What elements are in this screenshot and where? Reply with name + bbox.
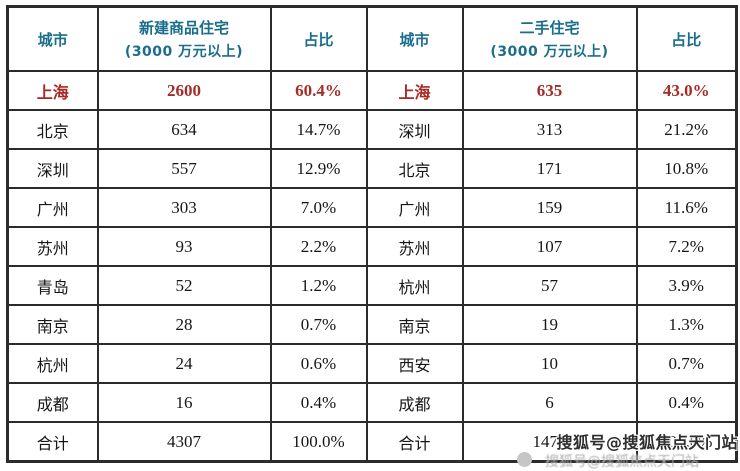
city-cell: 合计 (6, 421, 99, 463)
city-cell: 广州 (6, 187, 99, 228)
value-cell: 2600 (96, 70, 272, 111)
city-cell: 杭州 (365, 265, 464, 306)
value-cell: 93 (96, 226, 272, 267)
value-cell: 52 (96, 265, 272, 306)
city-cell: 青岛 (6, 265, 99, 306)
metric-header-right: 二手住宅 (3000 万元以上) (461, 5, 638, 72)
value-cell: 303 (96, 187, 272, 228)
value-cell: 57 (461, 265, 638, 306)
share-cell: 100.0% (635, 421, 738, 463)
header-row: 城市 新建商品住宅 (3000 万元以上) 占比 城市 二手住宅 (3000 万… (6, 5, 738, 72)
metric-header-right-line1: 二手住宅 (519, 19, 580, 37)
sohu-watermark: 搜狐号@搜狐焦点天门站 (556, 433, 738, 452)
share-cell: 2.2% (269, 226, 368, 267)
value-cell: 557 (96, 148, 272, 189)
share-cell: 1.2% (269, 265, 368, 306)
table-row: 广州 303 7.0% 广州 159 11.6% (6, 187, 738, 228)
share-cell: 0.6% (269, 343, 368, 384)
city-cell: 成都 (6, 382, 99, 423)
value-cell: 107 (461, 226, 638, 267)
share-cell: 0.4% (269, 382, 368, 423)
share-cell: 0.4% (635, 382, 738, 423)
metric-header-left: 新建商品住宅 (3000 万元以上) (96, 5, 272, 72)
city-cell: 北京 (365, 148, 464, 189)
city-cell: 苏州 (365, 226, 464, 267)
share-cell: 1.3% (635, 304, 738, 345)
share-cell: 100.0% (269, 421, 368, 463)
value-cell: 6 (461, 382, 638, 423)
value-cell: 159 (461, 187, 638, 228)
value-cell: 635 (461, 70, 638, 111)
city-cell: 北京 (6, 109, 99, 150)
metric-header-left-line2: (3000 万元以上) (124, 44, 244, 60)
metric-header-right-line2: (3000 万元以上) (490, 44, 609, 60)
city-cell: 西安 (365, 343, 464, 384)
share-header-right: 占比 (635, 5, 738, 72)
city-cell: 成都 (365, 382, 464, 423)
share-cell: 14.7% (269, 109, 368, 150)
value-cell: 171 (461, 148, 638, 189)
table-row: 深圳 557 12.9% 北京 171 10.8% (6, 148, 738, 189)
share-cell: 3.9% (635, 265, 738, 306)
value-cell: 4307 (96, 421, 272, 463)
value-cell: 16 (96, 382, 272, 423)
table-row: 杭州 24 0.6% 西安 10 0.7% (6, 343, 738, 384)
table-row: 青岛 52 1.2% 杭州 57 3.9% (6, 265, 738, 306)
share-cell: 60.4% (269, 70, 368, 111)
table-row: 成都 16 0.4% 成都 6 0.4% (6, 382, 738, 423)
value-cell: 24 (96, 343, 272, 384)
share-cell: 10.8% (635, 148, 738, 189)
share-cell: 21.2% (635, 109, 738, 150)
table-row-total: 合计 4307 100.0% 合计 1477 100.0% (6, 421, 738, 463)
sohu-logo-icon (517, 452, 532, 467)
city-cell: 深圳 (365, 109, 464, 150)
city-cell: 南京 (6, 304, 99, 345)
share-cell: 0.7% (269, 304, 368, 345)
value-cell: 19 (461, 304, 638, 345)
bottom-caption-text: 搜狐号@搜狐焦点天门站 (545, 454, 699, 470)
value-cell: 1477 (461, 421, 638, 463)
city-cell: 合计 (365, 421, 464, 463)
luxury-housing-table: 城市 新建商品住宅 (3000 万元以上) 占比 城市 二手住宅 (3000 万… (6, 5, 738, 463)
city-header-right: 城市 (365, 5, 464, 72)
value-cell: 10 (461, 343, 638, 384)
share-cell: 11.6% (635, 187, 738, 228)
share-cell: 7.2% (635, 226, 738, 267)
value-cell: 28 (96, 304, 272, 345)
table-row: 南京 28 0.7% 南京 19 1.3% (6, 304, 738, 345)
share-header-left: 占比 (269, 5, 368, 72)
city-cell: 苏州 (6, 226, 99, 267)
share-cell: 7.0% (269, 187, 368, 228)
city-cell: 深圳 (6, 148, 99, 189)
share-cell: 43.0% (635, 70, 738, 111)
table-row: 北京 634 14.7% 深圳 313 21.2% (6, 109, 738, 150)
city-cell: 南京 (365, 304, 464, 345)
table-row-shanghai: 上海 2600 60.4% 上海 635 43.0% (6, 70, 738, 111)
share-cell: 12.9% (269, 148, 368, 189)
city-cell: 上海 (6, 70, 99, 111)
value-cell: 634 (96, 109, 272, 150)
city-cell: 杭州 (6, 343, 99, 384)
table-row: 苏州 93 2.2% 苏州 107 7.2% (6, 226, 738, 267)
city-cell: 上海 (365, 70, 464, 111)
city-cell: 广州 (365, 187, 464, 228)
value-cell: 313 (461, 109, 638, 150)
city-header-left: 城市 (6, 5, 99, 72)
metric-header-left-line1: 新建商品住宅 (138, 19, 229, 37)
share-cell: 0.7% (635, 343, 738, 384)
